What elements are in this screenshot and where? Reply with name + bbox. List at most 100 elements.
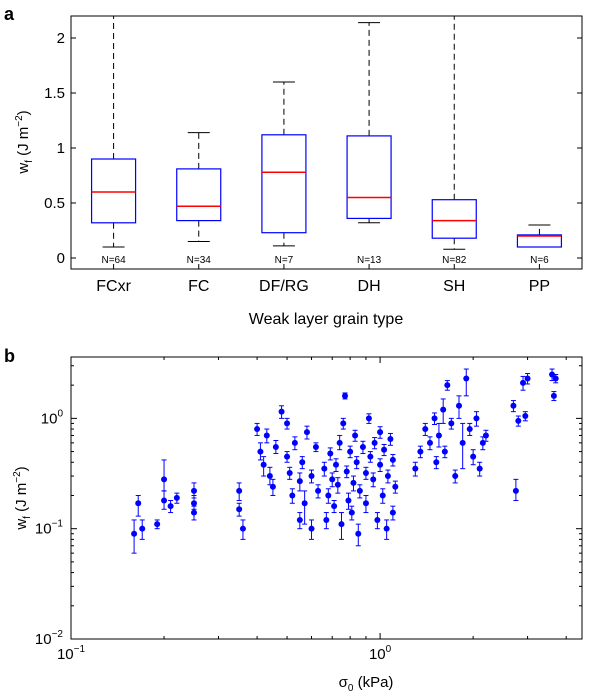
point-marker	[377, 429, 384, 436]
data-point	[552, 373, 559, 384]
point-marker	[167, 503, 174, 510]
data-point	[269, 478, 276, 496]
point-marker	[476, 465, 483, 472]
data-point	[291, 436, 298, 451]
point-marker	[552, 375, 559, 382]
point-marker	[353, 459, 360, 466]
point-marker	[417, 448, 424, 455]
panel-a-y-ticks: 0 0.5 1 1.5 2	[44, 30, 582, 267]
point-marker	[332, 461, 339, 468]
point-marker	[412, 465, 419, 472]
data-point	[332, 458, 339, 472]
data-point	[263, 428, 270, 444]
point-marker	[191, 500, 198, 507]
data-point	[342, 392, 349, 400]
data-point	[236, 502, 243, 517]
point-marker	[154, 521, 161, 528]
point-marker	[291, 439, 298, 446]
point-marker	[338, 521, 345, 528]
data-point	[272, 440, 279, 455]
point-marker	[381, 446, 388, 453]
data-point	[334, 477, 341, 494]
data-point	[466, 422, 473, 436]
point-marker	[336, 439, 343, 446]
data-point	[348, 505, 355, 521]
data-point	[448, 417, 455, 430]
point-marker	[278, 408, 285, 415]
y-tick-label: 2	[57, 30, 65, 47]
point-marker	[379, 492, 386, 499]
data-point	[345, 492, 352, 510]
data-point	[308, 519, 315, 540]
x-tick-label: PP	[529, 278, 550, 295]
data-point	[371, 437, 378, 450]
data-point	[479, 436, 486, 451]
point-marker	[131, 530, 138, 537]
data-point	[440, 398, 447, 424]
data-point	[321, 461, 328, 477]
data-point	[278, 405, 285, 419]
point-marker	[191, 487, 198, 494]
point-marker	[303, 429, 310, 436]
n-count-label: N=13	[357, 255, 382, 266]
point-marker	[161, 476, 168, 483]
panel-b-axes-box	[70, 356, 583, 640]
data-point	[239, 519, 246, 540]
panel-b-y-axis-label: wf (J m−2)	[12, 466, 33, 530]
data-point	[353, 456, 360, 470]
x-tick-label: 10−1	[57, 644, 86, 663]
point-marker	[296, 516, 303, 523]
point-marker	[435, 432, 442, 439]
y-tick-label: 10−2	[35, 629, 64, 648]
data-point	[435, 422, 442, 448]
point-marker	[440, 406, 447, 413]
point-marker	[384, 473, 391, 480]
data-point	[257, 442, 264, 461]
point-marker	[370, 476, 377, 483]
x-tick-label: SH	[443, 278, 465, 295]
point-marker	[308, 473, 315, 480]
point-marker	[327, 450, 334, 457]
data-point	[191, 505, 198, 521]
point-marker	[466, 426, 473, 433]
n-count-label: N=82	[442, 255, 467, 266]
data-point	[412, 461, 419, 477]
point-marker	[239, 525, 246, 532]
point-marker	[463, 375, 470, 382]
data-point	[522, 411, 529, 422]
point-marker	[334, 481, 341, 488]
point-marker	[323, 516, 330, 523]
y-tick-label: 1.5	[44, 85, 65, 102]
data-point	[370, 472, 377, 488]
point-marker	[284, 453, 291, 460]
data-point	[387, 432, 394, 446]
data-point	[254, 422, 261, 436]
data-point	[470, 449, 477, 466]
data-point	[365, 413, 372, 424]
point-marker	[371, 439, 378, 446]
data-point	[352, 429, 359, 442]
point-marker	[550, 392, 557, 399]
panel-a-x-tick-labels: FCxr FC DF/RG DH SH PP	[96, 278, 550, 295]
point-marker	[392, 483, 399, 490]
data-point	[512, 478, 519, 502]
point-marker	[377, 461, 384, 468]
data-point	[452, 469, 459, 484]
point-marker	[367, 453, 374, 460]
point-marker	[236, 506, 243, 513]
data-point	[260, 456, 267, 477]
data-point	[444, 380, 451, 391]
point-marker	[272, 444, 279, 451]
data-point	[296, 512, 303, 530]
data-point	[515, 415, 522, 427]
panel-b-points	[131, 368, 559, 554]
data-point	[510, 400, 517, 413]
data-point	[431, 412, 438, 425]
data-point	[266, 466, 273, 486]
data-point	[329, 472, 336, 488]
data-point	[377, 458, 384, 472]
point-marker	[549, 371, 556, 378]
point-marker	[289, 492, 296, 499]
